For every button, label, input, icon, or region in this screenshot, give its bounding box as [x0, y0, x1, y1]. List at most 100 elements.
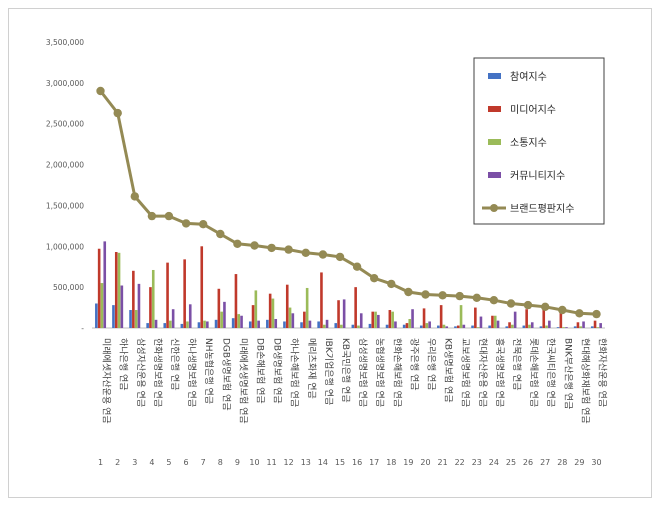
bar-2-25 [508, 322, 511, 328]
bar-2-16 [354, 287, 357, 328]
bar-2-12 [285, 284, 289, 328]
legend-swatch [488, 73, 501, 79]
bar-1-27 [539, 326, 543, 328]
brand-index-point-3 [130, 192, 139, 201]
brand-index-point-16 [352, 262, 362, 271]
bar-series [95, 241, 602, 328]
bar-1-7 [197, 322, 201, 328]
line-series [96, 86, 601, 319]
category-index: 2 [115, 458, 120, 467]
legend-label: 소통지수 [510, 137, 547, 149]
brand-index-point-20 [421, 290, 430, 299]
category-index: 7 [201, 458, 206, 467]
bar-4-26 [530, 322, 534, 328]
bar-4-18 [394, 321, 397, 328]
brand-index-point-27 [541, 302, 550, 311]
brand-index-point-11 [267, 243, 276, 253]
brand-index-point-8 [216, 229, 225, 239]
category-index: 12 [284, 458, 294, 467]
bar-1-29 [573, 326, 577, 328]
bar-3-26 [528, 324, 531, 328]
brand-index-point-18 [387, 279, 396, 289]
x-axis: 미래에셋자산운용 연금 1 하나은행 연금 2 삼성자산운용 연금 3 한화생명보험 연금 4… [98, 338, 608, 467]
bar-1-26 [522, 325, 526, 328]
bar-1-23 [471, 325, 474, 328]
y-tick-label: 3,500,000 [46, 38, 84, 47]
brand-index-point-29 [575, 309, 584, 318]
bar-4-3 [137, 283, 141, 328]
bar-2-9 [234, 274, 238, 328]
bar-2-3 [132, 270, 135, 328]
category-index: 11 [267, 458, 277, 467]
bar-2-7 [200, 246, 204, 328]
category-label: 하나은행 연금 [118, 338, 130, 391]
legend-swatch [488, 139, 501, 145]
bar-4-27 [548, 320, 551, 328]
bar-3-15 [340, 324, 343, 328]
category-label: 삼성생명보험 연금 [357, 338, 368, 407]
bar-2-10 [251, 305, 255, 328]
bar-3-9 [237, 314, 241, 328]
category-index: 16 [352, 458, 362, 467]
bar-4-30 [599, 323, 602, 328]
bar-1-6 [180, 323, 184, 328]
brand-index-point-6 [181, 219, 191, 228]
bar-1-15 [334, 323, 338, 328]
category-label: 메리츠화재 연금 [306, 338, 317, 399]
bar-4-17 [377, 314, 380, 328]
brand-index-point-5 [164, 211, 174, 221]
legend-label: 커뮤니티지수 [510, 170, 565, 182]
legend-marker [490, 204, 498, 212]
category-label: 미래에셋생명보험 연금 [237, 338, 248, 424]
bar-4-6 [188, 304, 192, 328]
y-tick-label: 1,000,000 [46, 242, 84, 251]
bar-3-2 [117, 252, 121, 328]
brand-index-point-30 [592, 309, 601, 319]
category-label: 전북은행 연금 [511, 338, 523, 391]
bar-4-22 [462, 324, 466, 328]
bar-3-20 [425, 323, 429, 328]
bar-3-21 [442, 324, 446, 328]
bar-1-24 [488, 325, 491, 328]
bar-2-18 [388, 310, 392, 328]
bar-2-11 [268, 293, 272, 328]
brand-index-point-10 [250, 241, 259, 250]
category-label: 현대해상화재보험 연금 [579, 338, 590, 424]
bar-4-2 [120, 285, 124, 328]
bar-3-18 [391, 311, 394, 328]
bar-4-28 [565, 327, 568, 328]
brand-index-point-9 [233, 239, 242, 248]
bar-2-6 [183, 259, 186, 328]
category-label: 한화손해보험 연금 [391, 338, 402, 407]
bar-3-7 [203, 320, 206, 328]
category-index: 23 [472, 458, 482, 467]
brand-index-point-4 [147, 211, 157, 221]
category-label: DB생명보험 연금 [272, 338, 283, 404]
category-index: 22 [455, 458, 465, 467]
bar-1-3 [129, 310, 132, 328]
bar-4-15 [342, 299, 346, 328]
brand-index-point-13 [301, 248, 310, 257]
bar-4-25 [513, 311, 517, 328]
bar-4-7 [206, 321, 209, 328]
category-label: DGB생명보험 연금 [220, 338, 231, 411]
bar-1-14 [317, 321, 320, 328]
bar-4-24 [496, 320, 500, 328]
bar-1-16 [351, 324, 355, 328]
bar-4-9 [240, 315, 243, 328]
legend-label: 브랜드평판지수 [510, 203, 574, 215]
bar-1-28 [556, 327, 560, 328]
bar-4-21 [445, 326, 449, 328]
category-label: 광주은행 연금 [408, 338, 420, 391]
bar-2-13 [303, 311, 306, 328]
bar-1-10 [248, 321, 252, 328]
category-label: 삼성자산운용 연금 [135, 338, 146, 407]
category-index: 24 [489, 458, 499, 467]
bar-4-16 [359, 313, 363, 328]
bar-4-19 [411, 309, 414, 328]
category-index: 5 [166, 458, 171, 467]
category-index: 8 [218, 458, 223, 467]
bar-4-11 [274, 319, 278, 328]
category-label: 현대자산운용 연금 [477, 338, 488, 407]
